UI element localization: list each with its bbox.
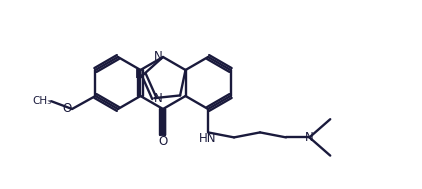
Text: N: N (135, 68, 143, 81)
Text: O: O (63, 102, 72, 115)
Text: CH₃: CH₃ (32, 96, 51, 106)
Text: HN: HN (199, 132, 217, 145)
Text: N: N (154, 50, 163, 64)
Text: N: N (305, 131, 314, 144)
Text: N: N (154, 92, 163, 105)
Text: O: O (158, 135, 168, 148)
